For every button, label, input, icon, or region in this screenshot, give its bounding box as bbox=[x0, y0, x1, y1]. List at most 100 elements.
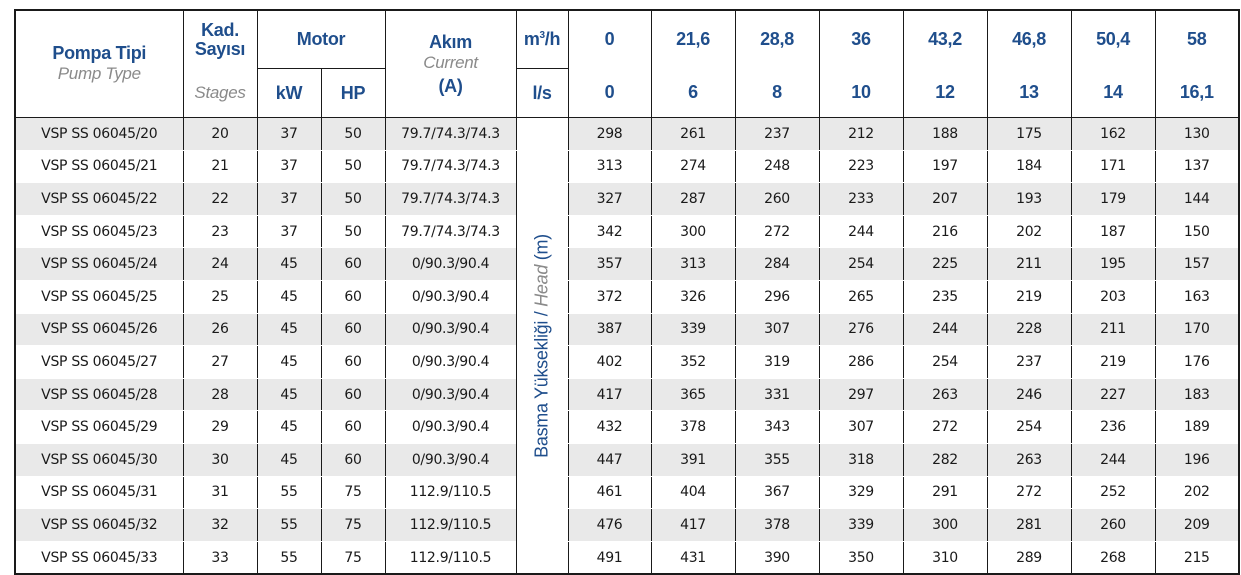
head-value-cell: 387 bbox=[567, 313, 652, 347]
flow-m3h-3: 36 bbox=[818, 10, 904, 69]
head-value-cell: 310 bbox=[902, 541, 988, 575]
current-cell: 112.9/110.5 bbox=[384, 476, 517, 510]
head-value-cell: 254 bbox=[902, 345, 988, 379]
head-value-cell: 296 bbox=[734, 280, 820, 314]
kw-cell: 45 bbox=[256, 345, 321, 379]
pump-type-subtitle: Pump Type bbox=[57, 64, 141, 83]
flow-m3h-4: 43,2 bbox=[902, 10, 988, 69]
head-value-cell: 254 bbox=[818, 247, 904, 281]
pump-type-title: Pompa Tipi bbox=[52, 43, 147, 63]
pump-type-cell: VSP SS 06045/32 bbox=[15, 508, 183, 542]
flow-ls-4: 12 bbox=[902, 68, 988, 118]
table-row: VSP SS 06045/29 29 45 60 0/90.3/90.4 432 378 34… bbox=[15, 410, 1240, 444]
stages-cell: 24 bbox=[182, 247, 257, 281]
stages-subtitle: Stages bbox=[194, 82, 246, 102]
head-value-cell: 402 bbox=[567, 345, 652, 379]
kw-cell: 55 bbox=[256, 476, 321, 510]
current-cell: 0/90.3/90.4 bbox=[384, 313, 517, 347]
head-value-cell: 268 bbox=[1070, 541, 1156, 575]
head-value-cell: 212 bbox=[818, 117, 904, 151]
head-value-cell: 342 bbox=[567, 215, 652, 249]
head-value-cell: 235 bbox=[902, 280, 988, 314]
head-value-cell: 130 bbox=[1154, 117, 1240, 151]
head-value-cell: 202 bbox=[986, 215, 1072, 249]
head-value-cell: 300 bbox=[650, 215, 736, 249]
table-row: VSP SS 06045/20 20 37 50 79.7/74.3/74.3 Basma… bbox=[15, 117, 1240, 575]
hp-cell: 50 bbox=[320, 182, 386, 216]
head-value-cell: 196 bbox=[1154, 443, 1240, 477]
head-value-cell: 327 bbox=[567, 182, 652, 216]
head-value-cell: 223 bbox=[818, 150, 904, 184]
hp-header: HP bbox=[320, 68, 386, 118]
head-value-cell: 297 bbox=[818, 378, 904, 412]
flow-unit-m3h-base: m bbox=[523, 29, 540, 49]
kw-cell: 45 bbox=[256, 313, 321, 347]
head-value-cell: 319 bbox=[734, 345, 820, 379]
kw-cell: 45 bbox=[256, 247, 321, 281]
stages-cell: 30 bbox=[182, 443, 257, 477]
flow-unit-m3h-rest: /h bbox=[544, 29, 561, 49]
current-cell: 79.7/74.3/74.3 bbox=[384, 117, 517, 151]
hp-cell: 60 bbox=[320, 378, 386, 412]
head-value-cell: 300 bbox=[902, 508, 988, 542]
pump-type-cell: VSP SS 06045/33 bbox=[15, 541, 183, 575]
head-value-cell: 272 bbox=[734, 215, 820, 249]
head-value-cell: 260 bbox=[734, 182, 820, 216]
head-value-cell: 170 bbox=[1154, 313, 1240, 347]
table-header: Pompa Tipi Pump Type Kad. Sayısı Motor A… bbox=[15, 10, 1240, 118]
head-value-cell: 404 bbox=[650, 476, 736, 510]
stages-cell: 27 bbox=[182, 345, 257, 379]
hp-cell: 60 bbox=[320, 443, 386, 477]
head-value-cell: 372 bbox=[567, 280, 652, 314]
table-row: VSP SS 06045/25 25 45 60 0/90.3/90.4 372 326 29… bbox=[15, 280, 1240, 314]
head-value-cell: 237 bbox=[986, 345, 1072, 379]
head-value-cell: 195 bbox=[1070, 247, 1156, 281]
hp-cell: 50 bbox=[320, 215, 386, 249]
kw-header: kW bbox=[256, 68, 321, 118]
head-value-cell: 378 bbox=[734, 508, 820, 542]
head-value-cell: 331 bbox=[734, 378, 820, 412]
head-value-cell: 202 bbox=[1154, 476, 1240, 510]
pump-type-header: Pompa Tipi Pump Type bbox=[15, 10, 183, 118]
head-value-cell: 225 bbox=[902, 247, 988, 281]
pump-type-cell: VSP SS 06045/23 bbox=[15, 215, 183, 249]
table-row: VSP SS 06045/26 26 45 60 0/90.3/90.4 387 339 30… bbox=[15, 313, 1240, 347]
hp-cell: 50 bbox=[320, 150, 386, 184]
table-body: VSP SS 06045/20 20 37 50 79.7/74.3/74.3 Basma… bbox=[15, 117, 1240, 575]
head-value-cell: 157 bbox=[1154, 247, 1240, 281]
current-cell: 79.7/74.3/74.3 bbox=[384, 150, 517, 184]
head-value-cell: 272 bbox=[986, 476, 1072, 510]
pump-type-cell: VSP SS 06045/20 bbox=[15, 117, 183, 151]
hp-cell: 75 bbox=[320, 541, 386, 575]
head-value-cell: 339 bbox=[818, 508, 904, 542]
current-cell: 0/90.3/90.4 bbox=[384, 443, 517, 477]
head-value-cell: 203 bbox=[1070, 280, 1156, 314]
head-value-cell: 150 bbox=[1154, 215, 1240, 249]
pump-type-cell: VSP SS 06045/22 bbox=[15, 182, 183, 216]
pump-type-cell: VSP SS 06045/24 bbox=[15, 247, 183, 281]
table-row: VSP SS 06045/33 33 55 75 112.9/110.5 491 431 39… bbox=[15, 541, 1240, 575]
head-value-cell: 244 bbox=[902, 313, 988, 347]
head-value-cell: 276 bbox=[818, 313, 904, 347]
head-value-cell: 447 bbox=[567, 443, 652, 477]
head-value-cell: 189 bbox=[1154, 410, 1240, 444]
head-value-cell: 491 bbox=[567, 541, 652, 575]
stages-cell: 29 bbox=[182, 410, 257, 444]
stages-title: Kad. Sayısı bbox=[194, 19, 246, 59]
head-value-cell: 163 bbox=[1154, 280, 1240, 314]
head-value-cell: 233 bbox=[818, 182, 904, 216]
head-value-cell: 352 bbox=[650, 345, 736, 379]
head-value-cell: 171 bbox=[1070, 150, 1156, 184]
hp-cell: 75 bbox=[320, 476, 386, 510]
pump-performance-table-container: Pompa Tipi Pump Type Kad. Sayısı Motor A… bbox=[14, 9, 1241, 575]
head-value-cell: 254 bbox=[986, 410, 1072, 444]
flow-ls-1: 6 bbox=[650, 68, 736, 118]
flow-m3h-0: 0 bbox=[567, 10, 652, 69]
current-cell: 79.7/74.3/74.3 bbox=[384, 182, 517, 216]
table-row: VSP SS 06045/30 30 45 60 0/90.3/90.4 447 391 35… bbox=[15, 443, 1240, 477]
hp-cell: 75 bbox=[320, 508, 386, 542]
head-value-cell: 228 bbox=[986, 313, 1072, 347]
head-value-cell: 432 bbox=[567, 410, 652, 444]
head-value-cell: 291 bbox=[902, 476, 988, 510]
stages-cell: 23 bbox=[182, 215, 257, 249]
